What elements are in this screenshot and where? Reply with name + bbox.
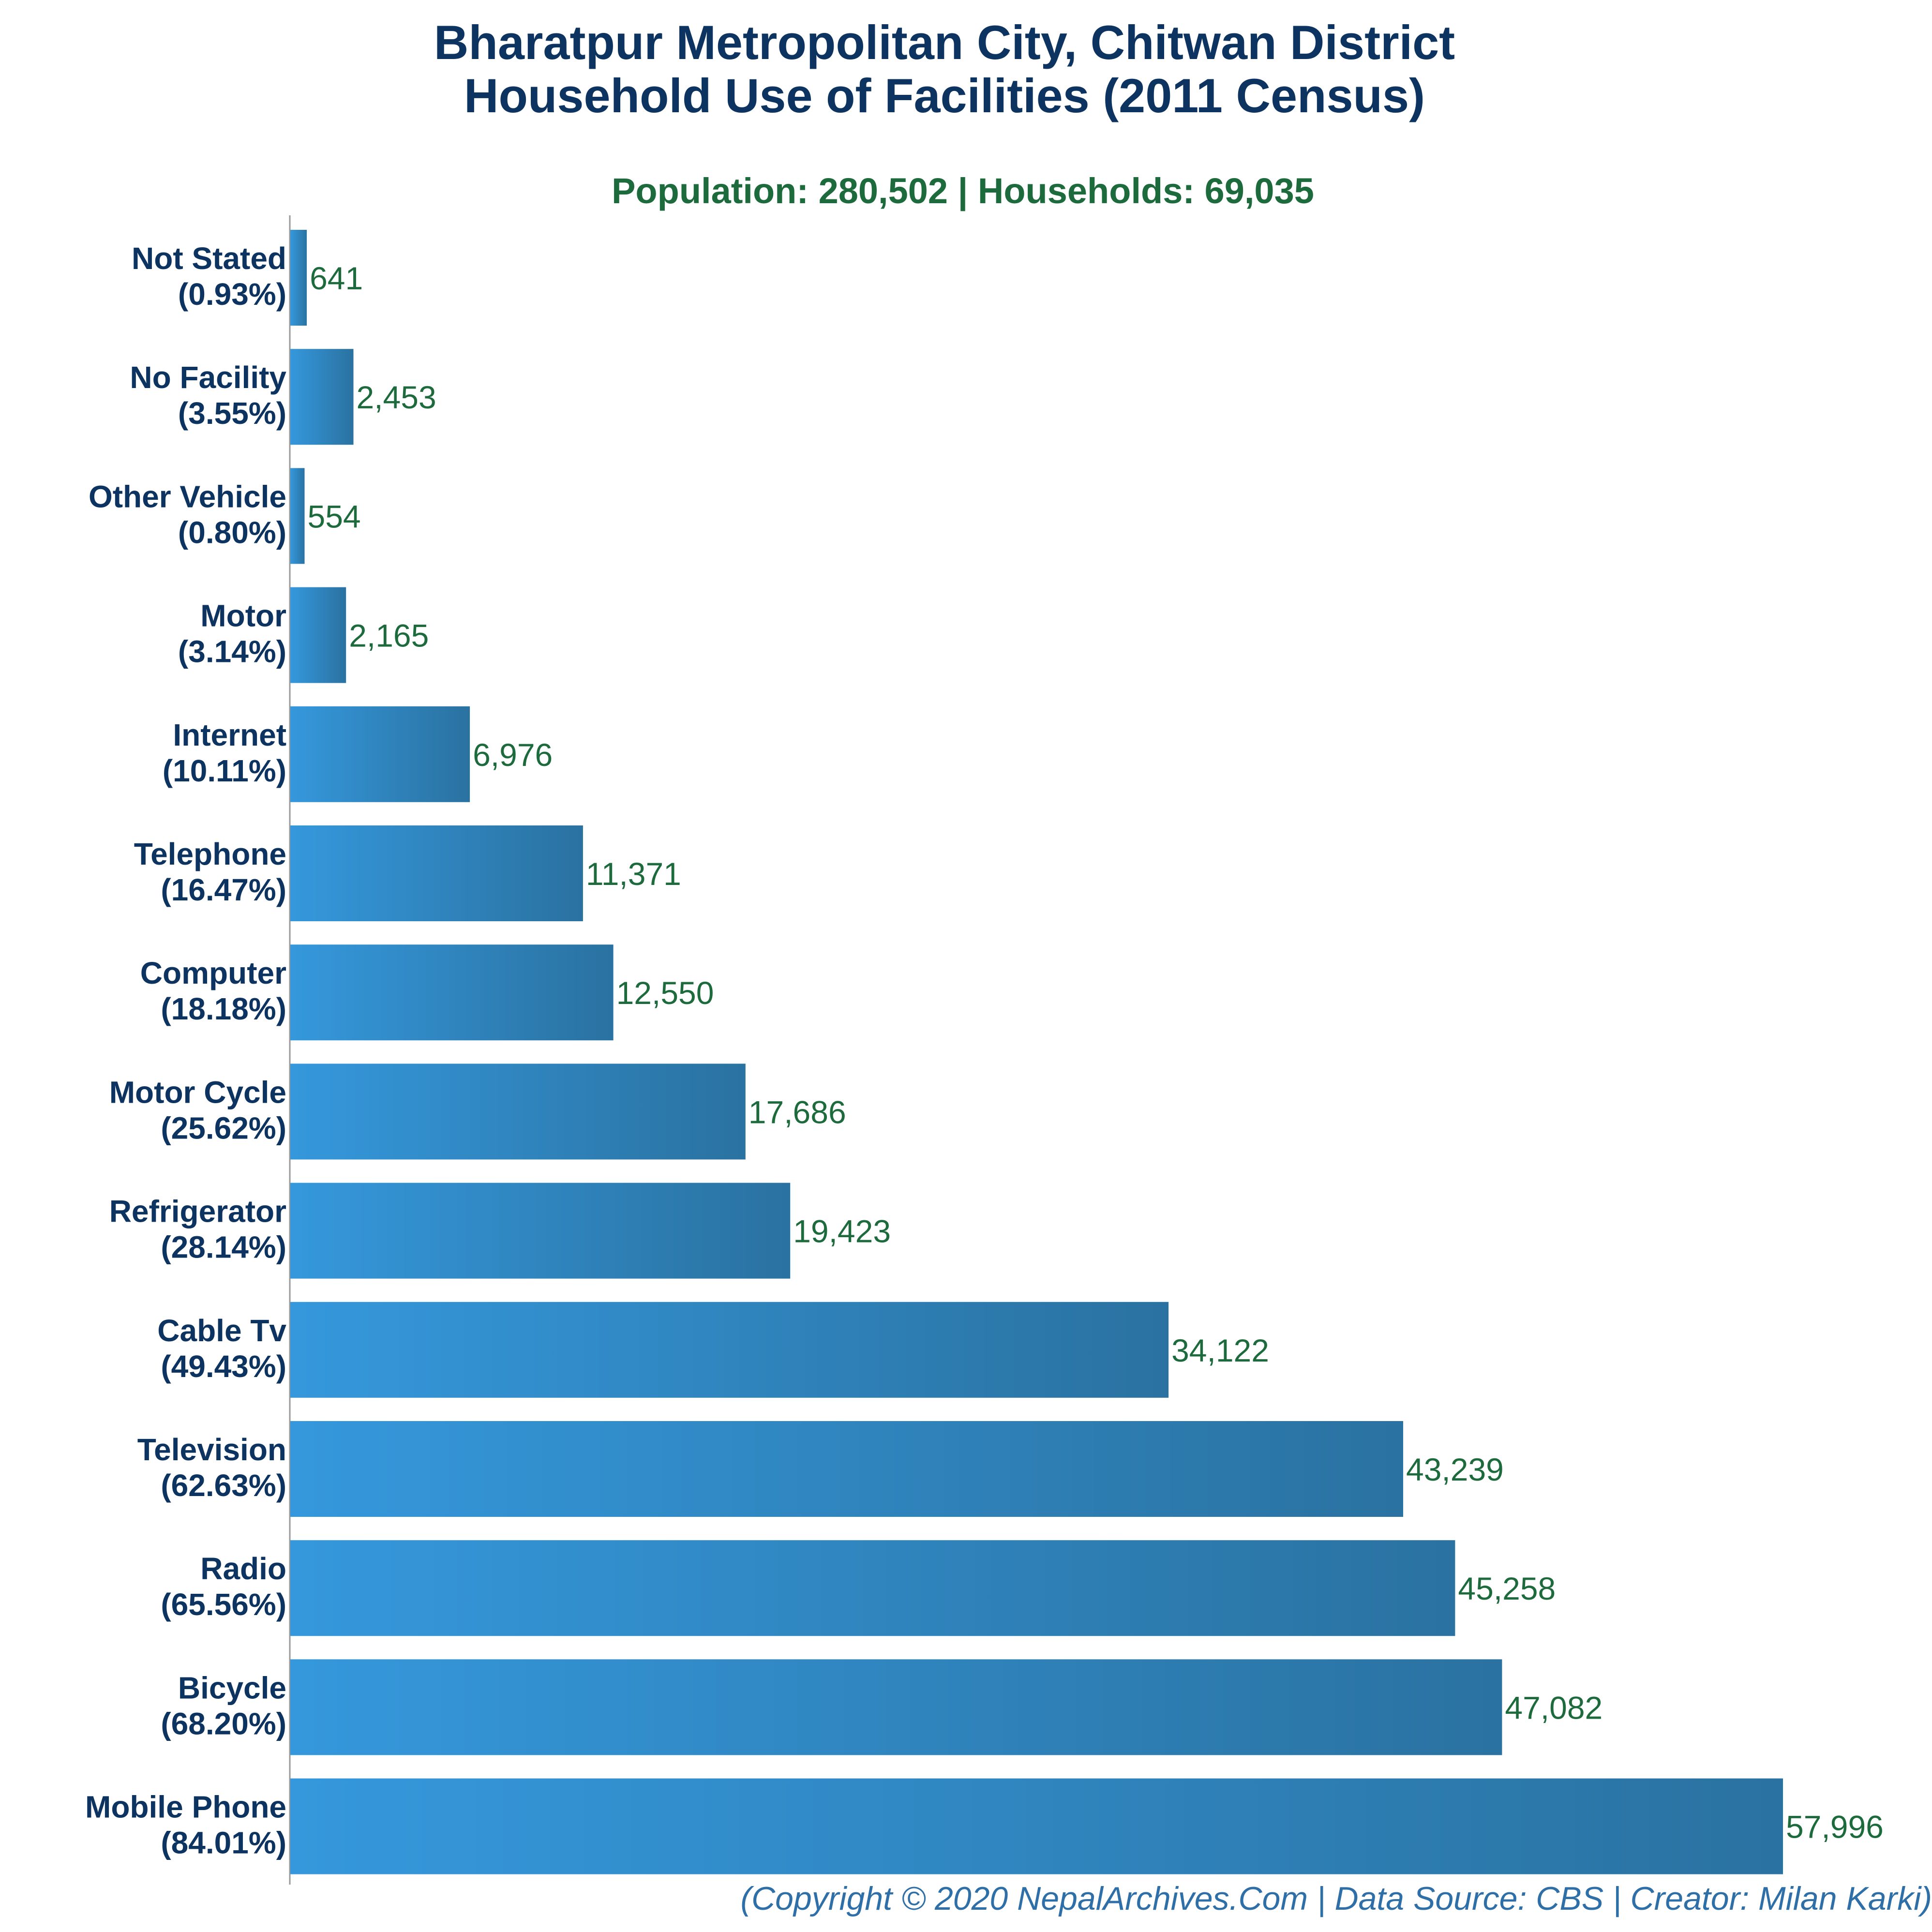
value-label-cable-tv: 34,122 bbox=[1171, 1333, 1269, 1368]
category-label-radio: Radio (65.56%) bbox=[161, 1551, 286, 1622]
bar-mobile-phone bbox=[290, 1778, 1783, 1874]
bar-television bbox=[290, 1421, 1403, 1517]
category-label-mobile-phone: Mobile Phone (84.01%) bbox=[85, 1790, 286, 1860]
category-label-motor-cycle: Motor Cycle (25.62%) bbox=[109, 1075, 286, 1145]
category-label-television: Television (62.63%) bbox=[137, 1432, 286, 1503]
bar-no-facility bbox=[290, 349, 354, 445]
bar-telephone bbox=[290, 825, 583, 921]
bar-internet bbox=[290, 706, 470, 802]
bar-cable-tv bbox=[290, 1302, 1169, 1398]
bar-motor bbox=[290, 587, 346, 683]
bar-other-vehicle bbox=[290, 468, 305, 564]
value-label-no-facility: 2,453 bbox=[357, 379, 436, 415]
value-label-television: 43,239 bbox=[1406, 1452, 1504, 1487]
category-label-cable-tv: Cable Tv (49.43%) bbox=[157, 1313, 286, 1384]
value-label-not-stated: 641 bbox=[310, 260, 363, 296]
chart-subtitle: Population: 280,502 | Households: 69,035 bbox=[612, 171, 1314, 211]
value-label-bicycle: 47,082 bbox=[1505, 1690, 1603, 1725]
category-label-not-stated: Not Stated (0.93%) bbox=[132, 241, 286, 312]
bar-radio bbox=[290, 1540, 1455, 1636]
bar-motor-cycle bbox=[290, 1063, 746, 1160]
category-label-computer: Computer (18.18%) bbox=[140, 956, 286, 1026]
category-label-telephone: Telephone (16.47%) bbox=[134, 837, 286, 907]
category-labels-layer: Not Stated (0.93%) No Facility (3.55%) Other… bbox=[85, 241, 286, 1860]
category-label-no-facility: No Facility (3.55%) bbox=[130, 360, 286, 431]
value-label-computer: 12,550 bbox=[616, 975, 714, 1011]
chart-title-line-2: Household Use of Facilities (2011 Census… bbox=[464, 69, 1425, 122]
value-label-other-vehicle: 554 bbox=[308, 498, 361, 534]
value-label-telephone: 11,371 bbox=[586, 856, 681, 892]
bars-layer bbox=[290, 230, 1783, 1874]
footer-credit: (Copyright © 2020 NepalArchives.Com | Da… bbox=[740, 1880, 1932, 1917]
category-label-other-vehicle: Other Vehicle (0.80%) bbox=[89, 479, 286, 550]
value-label-radio: 45,258 bbox=[1458, 1571, 1556, 1606]
value-labels-layer: 641 2,453 554 2,165 6,976 11,371 12,550 17,686 1… bbox=[308, 260, 1884, 1845]
value-label-motor-cycle: 17,686 bbox=[749, 1094, 846, 1130]
value-label-motor: 2,165 bbox=[349, 618, 429, 654]
category-label-refrigerator: Refrigerator (28.14%) bbox=[109, 1194, 286, 1265]
bar-not-stated bbox=[290, 230, 307, 326]
value-label-internet: 6,976 bbox=[473, 737, 553, 773]
bar-refrigerator bbox=[290, 1183, 791, 1279]
category-label-motor: Motor (3.14%) bbox=[178, 599, 286, 669]
category-label-internet: Internet (10.11%) bbox=[163, 718, 286, 788]
bar-bicycle bbox=[290, 1659, 1502, 1755]
category-label-bicycle: Bicycle (68.20%) bbox=[161, 1670, 286, 1741]
value-label-mobile-phone: 57,996 bbox=[1786, 1809, 1884, 1845]
value-label-refrigerator: 19,423 bbox=[793, 1213, 891, 1249]
chart-title-line-1: Bharatpur Metropolitan City, Chitwan Dis… bbox=[434, 15, 1455, 69]
bar-computer bbox=[290, 944, 614, 1041]
